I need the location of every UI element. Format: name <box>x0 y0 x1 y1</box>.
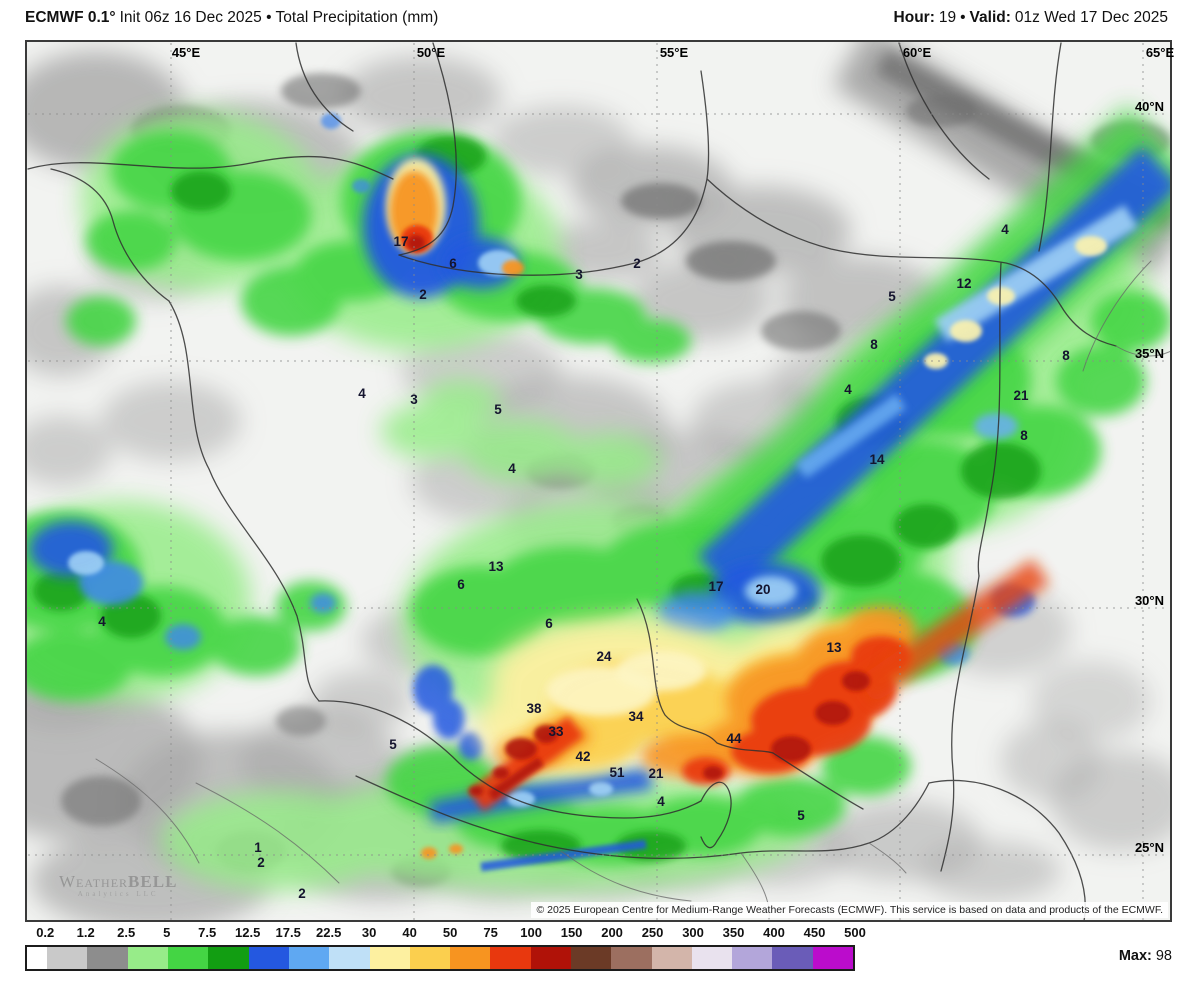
legend-tick: 0.2 <box>36 925 55 940</box>
legend-color-segment <box>450 947 491 969</box>
legend-color-segment <box>127 947 169 969</box>
legend-tick: 22.5 <box>316 925 342 940</box>
valid-label: Valid: <box>969 9 1011 26</box>
max-value: 98 <box>1155 948 1172 964</box>
precipitation-field-art <box>27 42 1170 920</box>
legend-color-bar <box>25 945 855 971</box>
legend-color-segment <box>651 947 692 969</box>
legend-tick: 2.5 <box>117 925 136 940</box>
legend-tick: 100 <box>520 925 542 940</box>
hour-value: 19 <box>938 9 957 26</box>
legend-color-segment <box>812 947 854 969</box>
legend-color-segment <box>329 947 370 969</box>
map-title: ECMWF 0.1° Init 06z 16 Dec 2025 • Total P… <box>25 9 442 27</box>
weatherbell-watermark: WeatherBELL Analytics LLC <box>59 872 177 898</box>
legend-color-segment <box>87 947 128 969</box>
legend-color-segment <box>732 947 773 969</box>
legend-tick: 500 <box>844 925 866 940</box>
legend-color-segment <box>571 947 612 969</box>
legend-tick: 12.5 <box>235 925 261 940</box>
legend-tick: 250 <box>641 925 664 940</box>
watermark-weather: Weather <box>59 872 129 891</box>
legend-color-segment <box>369 947 410 969</box>
max-value-box: Max: 98 <box>1115 948 1172 964</box>
legend-tick: 400 <box>763 925 785 940</box>
legend-color-segment <box>409 947 451 969</box>
legend-color-segment <box>248 947 289 969</box>
legend-color-segment <box>691 947 733 969</box>
legend-tick: 300 <box>682 925 704 940</box>
legend-tick: 50 <box>442 925 458 940</box>
init-and-product: Init 06z 16 Dec 2025 • Total Precipitati… <box>119 9 439 26</box>
legend-tick: 1.2 <box>76 925 95 940</box>
copyright-notice: © 2025 European Centre for Medium-Range … <box>531 902 1168 918</box>
header-bar: ECMWF 0.1° Init 06z 16 Dec 2025 • Total P… <box>0 0 1200 38</box>
precipitation-map: 45°E 50°E 55°E 60°E 65°E 40°N 35°N 30°N 25°N 17… <box>25 40 1174 922</box>
legend-tick-labels: 0.2 1.2 2.5 5 7.5 12.5 17.5 22.5 30 40 50 75 100 150 2… <box>25 925 866 943</box>
legend-color-segment <box>47 947 88 969</box>
legend-color-segment <box>490 947 531 969</box>
legend-color-segment <box>288 947 330 969</box>
valid-value: 01z Wed 17 Dec 2025 <box>1014 9 1168 26</box>
model-name: ECMWF 0.1° <box>25 9 116 26</box>
watermark-sub: Analytics LLC <box>77 890 159 898</box>
legend-tick: 150 <box>560 925 583 940</box>
max-label: Max: <box>1118 948 1152 964</box>
legend-tick: 5 <box>163 925 171 940</box>
legend-tick: 75 <box>483 925 498 940</box>
legend-color-segment <box>168 947 209 969</box>
legend-color-segment <box>208 947 249 969</box>
legend-tick: 17.5 <box>275 925 301 940</box>
legend-tick: 450 <box>803 925 826 940</box>
legend-tick: 350 <box>722 925 745 940</box>
legend-color-segment <box>772 947 813 969</box>
forecast-valid-time: Hour: 19 • Valid: 01z Wed 17 Dec 2025 <box>894 9 1172 27</box>
legend-color-segment <box>611 947 652 969</box>
separator-dot: • <box>960 9 966 26</box>
legend-tick: 30 <box>361 925 377 940</box>
legend-color-segment <box>530 947 571 969</box>
watermark-bell: BELL <box>128 872 178 891</box>
legend-color-segment <box>27 947 48 969</box>
legend-tick: 7.5 <box>198 925 217 940</box>
legend-tick: 200 <box>601 925 623 940</box>
hour-label: Hour: <box>893 9 935 26</box>
legend-tick: 40 <box>402 925 417 940</box>
